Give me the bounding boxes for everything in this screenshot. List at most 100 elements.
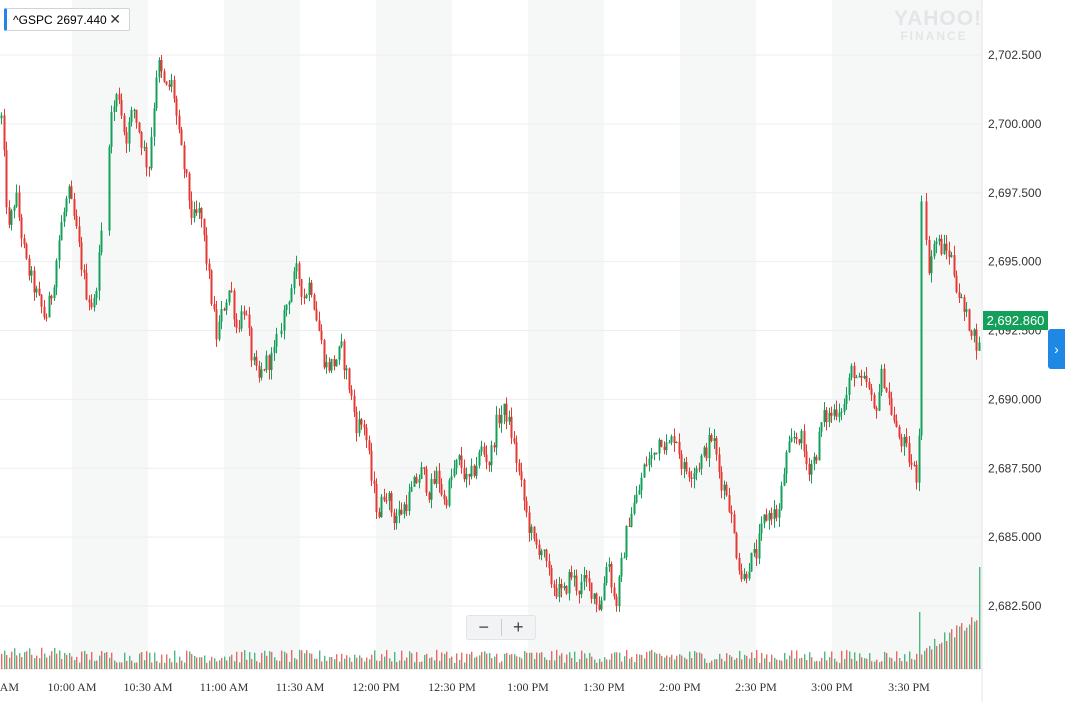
volume-bar xyxy=(611,653,613,669)
volume-bar xyxy=(894,661,896,669)
zoom-controls: − + xyxy=(466,615,536,640)
volume-bar xyxy=(596,662,598,669)
candle-body xyxy=(605,566,608,584)
volume-bar xyxy=(376,660,378,669)
volume-bar xyxy=(909,651,911,669)
candle-body xyxy=(735,533,738,558)
candle-body xyxy=(463,467,466,480)
current-price-label: 2,692.860 xyxy=(983,311,1048,330)
candle-body xyxy=(485,454,488,463)
volume-bar xyxy=(466,653,468,669)
candle-body xyxy=(28,258,31,276)
volume-bar xyxy=(544,657,546,669)
volume-bar xyxy=(686,659,688,669)
volume-bar xyxy=(904,654,906,669)
candle-body xyxy=(778,508,781,518)
candle-body xyxy=(65,198,68,212)
volume-bar xyxy=(439,660,441,669)
candle-body xyxy=(805,451,808,464)
volume-bar xyxy=(699,652,701,669)
x-tick-label: 11:30 AM xyxy=(276,680,325,694)
volume-bar xyxy=(924,650,926,669)
volume-bar xyxy=(901,661,903,669)
expand-panel-button[interactable]: › xyxy=(1048,329,1065,369)
candle-body xyxy=(490,445,493,466)
volume-bar xyxy=(219,660,221,669)
candle-body xyxy=(445,499,448,506)
candle-body xyxy=(695,468,698,474)
candle-body xyxy=(345,368,348,371)
candle-body xyxy=(380,496,383,518)
candle-body xyxy=(45,317,48,319)
x-tick-label: 3:00 PM xyxy=(811,680,853,694)
volume-bar xyxy=(434,660,436,669)
volume-bar xyxy=(964,630,966,669)
zoom-in-button[interactable]: + xyxy=(512,617,524,637)
volume-bar xyxy=(641,655,643,669)
volume-bar xyxy=(121,662,123,669)
volume-bar xyxy=(1,653,3,669)
volume-bar xyxy=(306,650,308,669)
volume-bar xyxy=(6,655,8,669)
candle-body xyxy=(815,456,818,461)
candle-body xyxy=(568,572,571,594)
volume-bar xyxy=(334,659,336,669)
volume-bar xyxy=(791,650,793,669)
volume-bar xyxy=(316,658,318,669)
volume-bar xyxy=(861,657,863,669)
symbol-chip[interactable]: ^GSPC 2697.440 ✕ xyxy=(4,8,130,31)
zoom-out-button[interactable]: − xyxy=(478,617,489,637)
volume-bar xyxy=(161,654,163,669)
x-tick-label: AM xyxy=(0,680,19,694)
candle-body xyxy=(13,206,16,211)
volume-bar xyxy=(301,650,303,669)
candle-body xyxy=(58,240,61,261)
volume-bar xyxy=(831,651,833,669)
candle-body xyxy=(628,525,631,527)
candle-body xyxy=(618,576,621,607)
volume-bar xyxy=(939,643,941,669)
candle-body xyxy=(213,303,216,310)
candle-body xyxy=(283,310,286,331)
candle-body xyxy=(520,471,523,480)
candle-body xyxy=(555,587,558,597)
volume-bar xyxy=(539,653,541,669)
volume-bar xyxy=(61,658,63,669)
volume-bar xyxy=(599,658,601,669)
x-tick-label: 1:30 PM xyxy=(583,680,625,694)
x-tick-label: 10:00 AM xyxy=(47,680,96,694)
volume-bar xyxy=(101,651,103,669)
yahoo-finance-watermark: YAHOO! FINANCE xyxy=(894,8,981,43)
candle-body xyxy=(593,593,596,599)
close-icon[interactable]: ✕ xyxy=(109,11,121,27)
volume-bar xyxy=(444,653,446,669)
candle-body xyxy=(793,437,796,439)
volume-bar xyxy=(579,659,581,669)
volume-bar xyxy=(141,652,143,669)
volume-bar xyxy=(446,651,448,669)
candle-body xyxy=(848,377,851,395)
candle-body xyxy=(178,115,181,130)
volume-bar xyxy=(506,652,508,669)
candle-body xyxy=(95,290,98,299)
volume-bar xyxy=(669,657,671,669)
watermark-line2: FINANCE xyxy=(900,29,968,43)
volume-bar xyxy=(774,657,776,669)
candle-body xyxy=(40,294,43,307)
volume-bar xyxy=(309,653,311,669)
candle-body xyxy=(683,462,686,469)
candle-body xyxy=(725,484,728,496)
candle-body xyxy=(503,403,506,415)
candle-body xyxy=(198,208,201,213)
candle-body xyxy=(808,463,811,475)
volume-bar xyxy=(889,657,891,669)
volume-bar xyxy=(494,656,496,669)
volume-bar xyxy=(949,632,951,669)
candle-body xyxy=(885,387,888,392)
candle-body xyxy=(20,217,23,239)
candle-body xyxy=(395,515,398,524)
candle-body xyxy=(693,473,696,479)
volume-bar xyxy=(654,652,656,669)
candle-body xyxy=(140,132,143,148)
